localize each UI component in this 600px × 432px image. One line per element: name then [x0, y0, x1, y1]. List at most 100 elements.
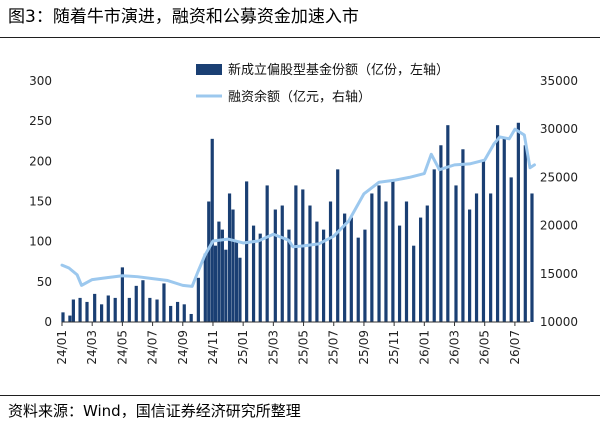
x-tick-label-5: 24/11	[206, 330, 220, 365]
source-note: 资料来源：Wind，国信证券经济研究所整理	[8, 402, 301, 420]
bar-46	[343, 213, 347, 322]
bar-71	[516, 122, 520, 323]
bar-50	[370, 193, 374, 322]
bar-11	[134, 285, 138, 322]
bar-14	[155, 299, 159, 322]
bar-20	[196, 277, 200, 322]
bar-73	[530, 193, 534, 322]
bar-58	[425, 205, 429, 322]
x-tick-label-7: 25/03	[266, 330, 280, 365]
financing-balance-line	[60, 127, 536, 288]
bar-34	[258, 233, 262, 322]
bar-65	[474, 193, 479, 322]
bar-16	[169, 305, 173, 322]
x-tick-label-13: 26/03	[448, 330, 462, 365]
bar-7	[106, 295, 110, 322]
bar-13	[148, 297, 152, 322]
x-tick-label-0: 24/01	[55, 330, 69, 365]
bar-56	[412, 245, 416, 322]
bar-69	[502, 137, 506, 322]
bar-72	[523, 145, 527, 322]
axes-group: 0 50 100 150 200 250 300 10000 15000 20000 25000 30…	[29, 74, 578, 365]
left-tick-label-5: 250	[29, 114, 52, 128]
left-tick-label-4: 200	[29, 154, 52, 168]
bar-29	[231, 209, 235, 322]
x-tick-label-3: 24/07	[146, 330, 160, 365]
bar-32	[245, 181, 249, 322]
x-tick-label-2: 24/05	[115, 330, 129, 365]
title-divider	[0, 37, 600, 38]
bar-64	[468, 209, 472, 322]
bar-40	[301, 189, 305, 322]
bar-31	[238, 257, 242, 322]
bar-2	[71, 299, 75, 322]
bar-17	[175, 301, 180, 322]
bar-70	[509, 177, 513, 322]
bar-23	[210, 138, 214, 322]
bar-0	[61, 312, 65, 322]
legend-label-bar: 新成立偏股型基金份额（亿份，左轴）	[228, 62, 449, 78]
bar-67	[489, 193, 493, 322]
bar-39	[294, 185, 298, 322]
x-tick-label-12: 26/01	[417, 330, 431, 365]
bar-15	[162, 283, 166, 322]
legend-label-line: 融资余额（亿元，右轴）	[228, 89, 371, 105]
legend: 新成立偏股型基金份额（亿份，左轴） 融资余额（亿元，右轴）	[196, 62, 449, 105]
bar-27	[224, 249, 228, 322]
bar-53	[391, 181, 395, 322]
x-tick-label-1: 24/03	[85, 330, 99, 365]
x-tick-label-15: 26/07	[508, 330, 522, 365]
left-tick-label-0: 0	[44, 315, 52, 329]
x-tick-label-9: 25/07	[327, 330, 341, 365]
bar-5	[93, 293, 97, 322]
left-tick-label-6: 300	[29, 74, 52, 88]
bar-10	[127, 297, 131, 322]
bar-3	[78, 297, 82, 322]
figure-title: 图3：随着牛市演进，融资和公募资金加速入市	[8, 7, 359, 27]
left-tick-label-1: 50	[37, 275, 52, 289]
bar-52	[384, 201, 388, 322]
bar-30	[234, 241, 239, 322]
x-tick-label-11: 25/11	[387, 330, 401, 365]
bar-68	[495, 125, 500, 323]
bar-66	[481, 161, 486, 322]
combo-chart: 0 50 100 150 200 250 300 10000 15000 20000 25000 30…	[29, 62, 578, 365]
bar-28	[227, 193, 232, 322]
x-tick-label-8: 25/05	[297, 330, 311, 365]
bar-22	[207, 201, 211, 322]
bar-25	[217, 221, 221, 322]
bar-61	[446, 125, 450, 323]
right-tick-label-0: 10000	[540, 315, 578, 329]
bar-4	[85, 301, 89, 322]
bar-49	[363, 229, 367, 322]
right-tick-label-4: 30000	[540, 122, 578, 136]
bar-12	[141, 280, 145, 322]
bar-21	[203, 253, 207, 322]
bar-38	[287, 229, 291, 322]
bar-33	[251, 225, 256, 322]
bar-44	[328, 201, 333, 322]
bar-48	[356, 237, 360, 322]
bar-63	[461, 149, 465, 322]
x-tick-label-6: 25/01	[236, 330, 250, 365]
bar-series-group	[61, 122, 534, 323]
bar-59	[432, 169, 436, 322]
legend-swatch-bar	[196, 64, 222, 75]
x-tick-label-4: 24/09	[176, 330, 190, 365]
bar-45	[336, 169, 340, 322]
bar-19	[189, 313, 193, 322]
bar-57	[419, 217, 423, 322]
source-divider	[0, 395, 600, 396]
left-tick-label-3: 150	[29, 195, 52, 209]
bar-35	[265, 185, 269, 322]
bar-47	[349, 217, 353, 322]
right-tick-label-3: 25000	[540, 170, 578, 184]
bar-6	[100, 304, 104, 322]
bar-51	[377, 185, 381, 322]
bar-54	[397, 225, 402, 322]
bar-18	[182, 304, 186, 322]
bar-36	[273, 209, 277, 322]
bar-43	[321, 229, 326, 322]
left-tick-label-2: 100	[29, 235, 52, 249]
bar-41	[308, 205, 312, 322]
